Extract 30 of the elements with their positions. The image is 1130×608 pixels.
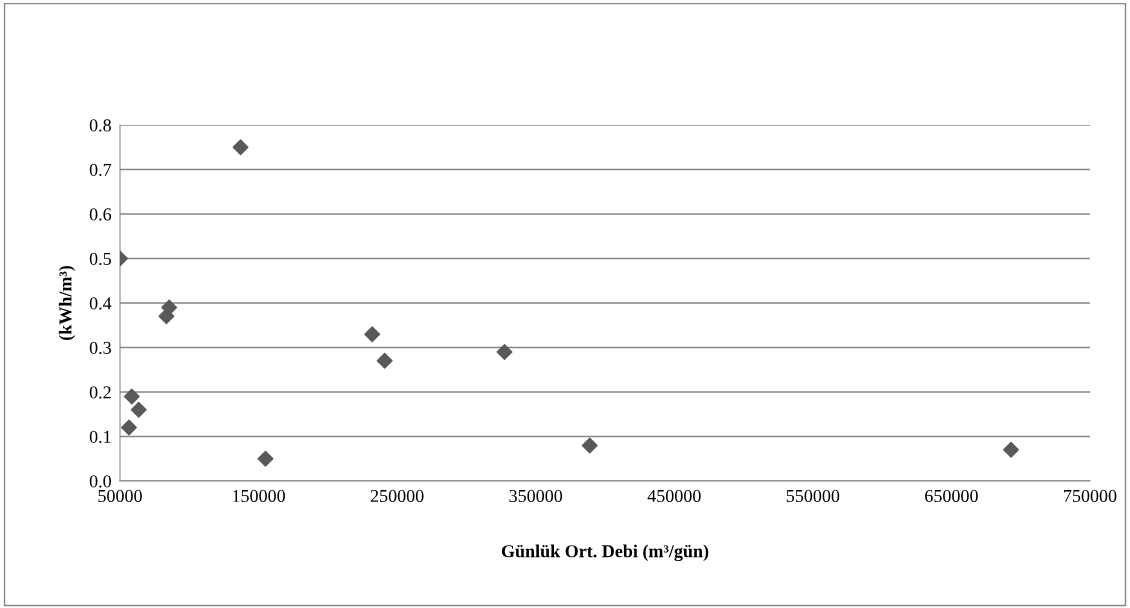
y-tick-label: 0.8 bbox=[89, 119, 111, 132]
point bbox=[581, 437, 598, 454]
x-tick-label: 150000 bbox=[233, 489, 285, 503]
x-tick-label: 250000 bbox=[370, 489, 424, 503]
y-tick-label: 0.1 bbox=[89, 430, 111, 444]
point bbox=[232, 139, 249, 156]
x-axis-title: Günlük Ort. Debi (m³/gün) bbox=[501, 544, 709, 562]
x-tick-label: 650000 bbox=[925, 489, 978, 503]
point bbox=[364, 326, 381, 343]
y-tick-label: 0.0 bbox=[89, 475, 111, 488]
point bbox=[130, 401, 147, 418]
y-axis-title: (kWh/m³) bbox=[58, 265, 76, 341]
point bbox=[1003, 441, 1019, 458]
point bbox=[257, 450, 274, 467]
point bbox=[161, 299, 178, 316]
x-tick-label: 550000 bbox=[786, 489, 840, 503]
x-tick-label: 50000 bbox=[98, 489, 142, 503]
y-tick-label: 0.3 bbox=[89, 341, 111, 355]
x-tick-label: 350000 bbox=[509, 489, 563, 503]
y-tick-label: 0.6 bbox=[89, 208, 112, 221]
point bbox=[496, 343, 513, 360]
x-tick-label: 750000 bbox=[1064, 489, 1117, 503]
y-tick-label: 0.4 bbox=[89, 297, 112, 310]
y-tick-label: 0.5 bbox=[89, 252, 111, 266]
point bbox=[123, 388, 140, 405]
point bbox=[121, 419, 137, 436]
y-tick-label: 0.2 bbox=[89, 386, 111, 399]
y-tick-label: 0.7 bbox=[89, 163, 112, 177]
x-tick-label: 450000 bbox=[647, 489, 701, 503]
point bbox=[376, 352, 393, 369]
